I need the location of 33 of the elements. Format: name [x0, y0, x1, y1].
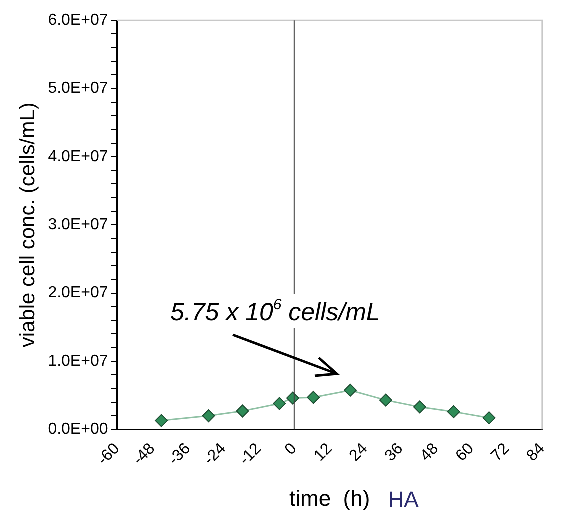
x-tick-label: 72	[488, 440, 514, 465]
y-tick-label: 0.0E+00	[48, 421, 108, 438]
point	[413, 400, 426, 414]
x-tick-label: 12	[311, 440, 336, 465]
text: HA	[388, 487, 420, 512]
point	[482, 412, 496, 425]
x-tick-label: -36	[166, 440, 194, 469]
x-tick-label: -48	[130, 440, 159, 469]
point	[379, 394, 392, 407]
y-tick-label: 6.0E+07	[48, 12, 108, 30]
x-tick-label: 84	[524, 440, 548, 465]
y-tick-label: 2.0E+07	[48, 284, 108, 302]
x-axis-title: time (h)	[289, 486, 370, 511]
y-tick-label: 4.0E+07	[48, 148, 108, 166]
y-axis-title: viable cell conc. (cells/mL)	[16, 102, 40, 348]
x-tick-label: -60	[94, 440, 124, 469]
y-tick-label: 3.0E+07	[48, 216, 108, 234]
y-tick-label: 1.0E+07	[48, 352, 108, 370]
point	[307, 391, 320, 404]
point	[236, 404, 250, 418]
x-tick-label: 48	[417, 440, 442, 465]
point	[447, 405, 460, 418]
x-tick-label: -12	[236, 440, 265, 469]
x-tick-label: -24	[201, 440, 230, 469]
x-tick-label: 60	[452, 440, 478, 465]
point	[155, 414, 168, 428]
point	[202, 410, 216, 423]
x-tick-label: 0	[282, 440, 300, 459]
y-tick-label: 5.0E+07	[48, 80, 108, 98]
point	[344, 384, 358, 397]
point	[273, 397, 286, 410]
x-tick-label: 24	[346, 440, 372, 465]
x-tick-label: 36	[382, 440, 407, 465]
